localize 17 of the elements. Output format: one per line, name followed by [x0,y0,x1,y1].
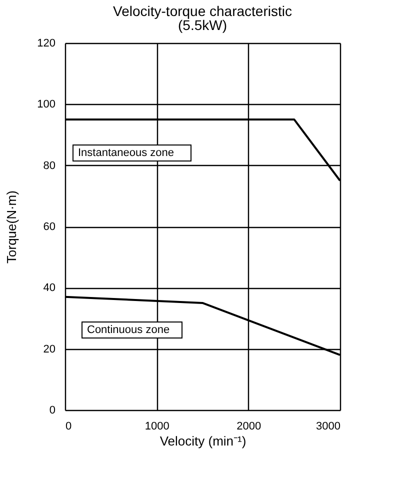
x-tick-label: 0 [66,420,72,432]
y-tick-label: 20 [43,343,56,356]
x-tick-label: 1000 [144,420,170,432]
chart-title: Velocity-torque characteristic [113,3,292,19]
x-axis-title: Velocity (min⁻¹) [160,434,246,448]
y-tick-label: 60 [43,221,56,233]
y-tick-label: 40 [43,282,56,294]
x-tick-label: 3000 [316,420,340,432]
y-axis-title: Torque(N·m) [4,190,20,264]
x-tick-label: 2000 [236,420,262,432]
y-tick-label: 80 [43,160,56,172]
annotation: Continuous zone [87,324,170,336]
y-tick-label: 100 [37,98,56,111]
y-tick-label: 0 [49,404,56,416]
y-tick-label: 120 [37,38,56,50]
annotation: Instantaneous zone [78,147,174,159]
chart-subtitle: (5.5kW) [178,17,227,33]
